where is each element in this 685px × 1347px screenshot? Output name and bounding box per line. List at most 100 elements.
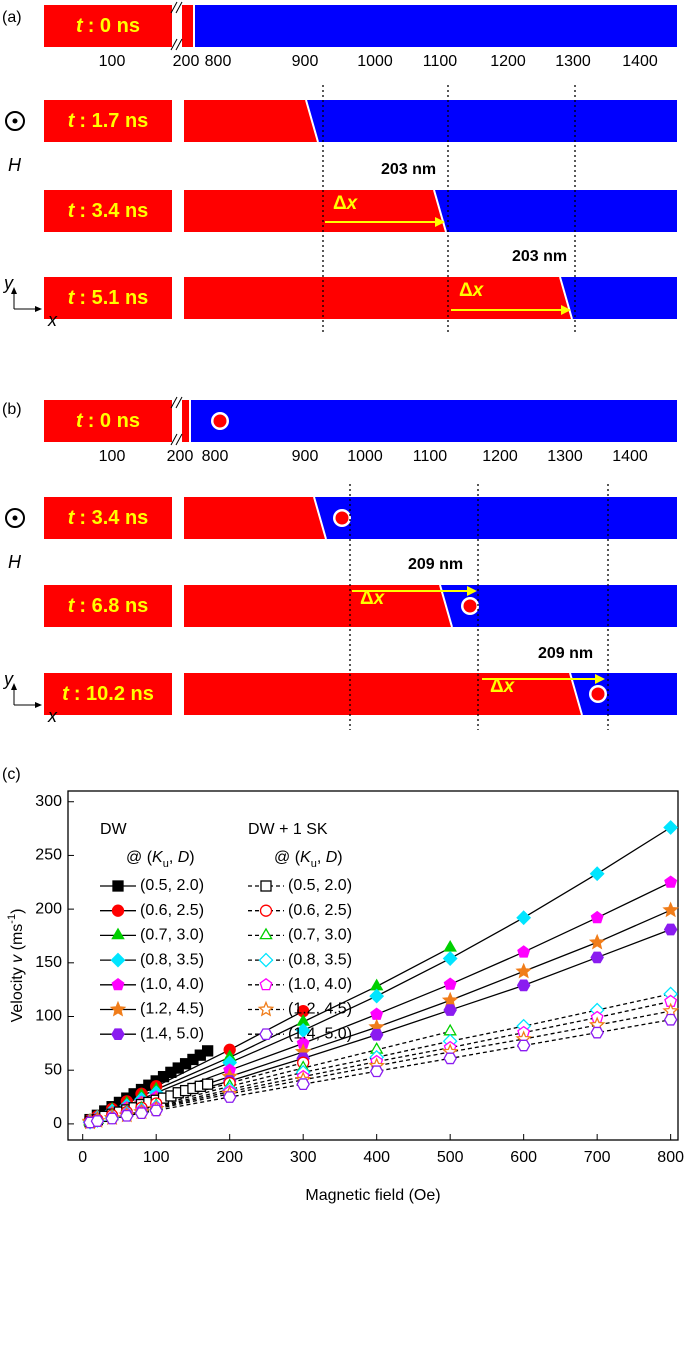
- out-of-plane-ring: [5, 111, 25, 131]
- time-text: : 0 ns: [88, 15, 140, 37]
- marker: [257, 1000, 275, 1017]
- legend-label: (1.0, 4.0): [288, 976, 352, 993]
- legend-subtitle-part: @ (: [126, 849, 153, 866]
- marker: [369, 1028, 384, 1041]
- marker: [590, 951, 604, 964]
- axis-icon-y: y: [2, 669, 14, 689]
- delta: Δ: [333, 193, 347, 214]
- marker: [112, 880, 124, 892]
- marker: [222, 1091, 237, 1103]
- scale-tick-label: 1200: [482, 448, 518, 465]
- x-tick-label: 0: [78, 1149, 87, 1166]
- skyrmion: [463, 599, 477, 613]
- marker: [443, 1004, 457, 1016]
- marker: [296, 1078, 310, 1091]
- time-var: t: [76, 15, 84, 37]
- break-mark: [170, 396, 178, 409]
- time-label: t: 0 ns: [76, 410, 140, 432]
- scale-tick-label: 100: [99, 53, 126, 70]
- time-label: t: 5.1 ns: [68, 287, 149, 309]
- marker: [441, 991, 459, 1008]
- label-box: [44, 497, 172, 539]
- domain-down: [434, 190, 677, 232]
- axis-icon-x: x: [47, 310, 58, 330]
- y-tick-label: 50: [44, 1061, 62, 1078]
- domain-up: [182, 5, 194, 47]
- legend-label: (1.4, 5.0): [288, 1025, 352, 1042]
- axis-icon-y: y: [2, 273, 14, 293]
- legend-subtitle-part: ,: [317, 849, 326, 866]
- legend-subtitle-part: K: [152, 849, 164, 866]
- time-label: t: 0 ns: [76, 15, 140, 37]
- legend-label: (1.4, 5.0): [140, 1025, 204, 1042]
- marker: [589, 866, 605, 882]
- legend-label: (0.7, 3.0): [140, 927, 204, 944]
- skyrmion: [335, 511, 349, 525]
- legend-subtitle: @ (Ku, D): [126, 849, 195, 870]
- distance-label: 209 nm: [538, 645, 593, 662]
- time-label: t: 10.2 ns: [62, 683, 154, 705]
- y-tick-label: 200: [35, 900, 62, 917]
- axis-icon-x: x: [47, 706, 58, 726]
- label-box: [44, 277, 172, 319]
- scale-tick-label: 100: [99, 448, 126, 465]
- out-of-plane-ring: [5, 508, 25, 528]
- legend-label: (0.8, 3.5): [288, 951, 352, 968]
- scale-tick-label: 1100: [413, 448, 448, 465]
- break-mark: [170, 1, 178, 14]
- time-text: : 5.1 ns: [79, 287, 148, 309]
- break-mark: [170, 433, 178, 446]
- legend-subtitle-part: ): [337, 849, 342, 866]
- distance-label: 209 nm: [408, 556, 463, 573]
- arrow-head: [467, 586, 477, 596]
- panel-label: (c): [2, 766, 21, 783]
- y-tick-label: 100: [35, 1008, 62, 1025]
- marker: [369, 1065, 384, 1078]
- time-text: : 1.7 ns: [79, 110, 148, 132]
- label-box: [44, 5, 172, 47]
- marker: [369, 988, 385, 1004]
- delta-var: x: [373, 588, 386, 609]
- legend-subtitle-part: @ (: [274, 849, 301, 866]
- label-box: [44, 190, 172, 232]
- marker: [111, 927, 125, 940]
- marker: [516, 1039, 531, 1052]
- break-mark: [175, 38, 183, 51]
- delta-var: x: [472, 280, 485, 301]
- delta-label: Δx: [490, 676, 516, 697]
- marker: [590, 1026, 604, 1039]
- legend-subtitle-part: u: [311, 858, 317, 870]
- distance-label: 203 nm: [512, 248, 567, 265]
- time-var: t: [68, 507, 76, 529]
- scale-tick-label: 900: [292, 53, 319, 70]
- scale-tick-label: 1300: [555, 53, 591, 70]
- panel-label: (b): [2, 401, 22, 418]
- domain-down: [570, 673, 677, 715]
- legend-label: (0.8, 3.5): [140, 951, 204, 968]
- marker: [443, 939, 457, 952]
- marker: [110, 952, 126, 968]
- delta-label: Δx: [333, 193, 359, 214]
- marker: [443, 1052, 457, 1065]
- legend-subtitle: @ (Ku, D): [274, 849, 343, 870]
- break-mark: [175, 433, 183, 446]
- scale-tick-label: 200: [167, 448, 194, 465]
- delta: Δ: [360, 588, 374, 609]
- scale-tick-label: 800: [202, 448, 229, 465]
- skyrmion: [213, 414, 227, 428]
- marker: [111, 977, 125, 991]
- time-label: t: 3.4 ns: [68, 507, 149, 529]
- y-tick-label: 0: [53, 1115, 62, 1132]
- arrow-head: [435, 217, 445, 227]
- label-box: [44, 585, 172, 627]
- scale-tick-label: 200: [173, 53, 200, 70]
- delta-var: x: [503, 676, 516, 697]
- time-text: : 10.2 ns: [74, 683, 154, 705]
- time-var: t: [68, 595, 76, 617]
- time-label: t: 1.7 ns: [68, 110, 149, 132]
- marker: [259, 1028, 273, 1041]
- field-label: H: [8, 155, 22, 175]
- scale-tick-label: 1000: [357, 53, 393, 70]
- domain-down: [314, 497, 677, 539]
- x-tick-label: 200: [216, 1149, 243, 1166]
